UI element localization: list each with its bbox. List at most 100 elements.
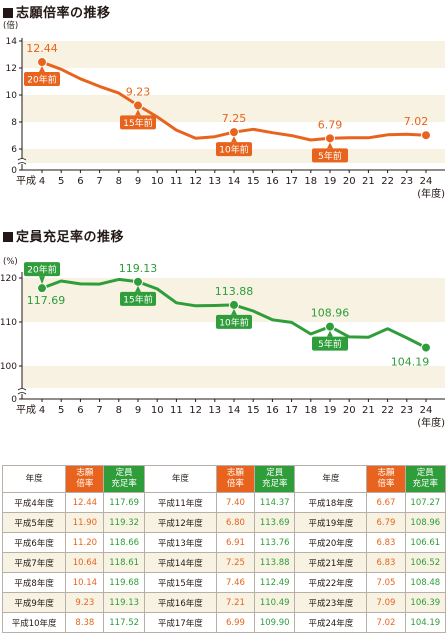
table-row: 平成9年度 9.23 119.13 平成16年度 7.21 110.49 平成23年度 7.0…: [1, 592, 447, 613]
callout-box: [120, 291, 156, 306]
rate-cell: 7.09: [366, 592, 406, 613]
chart-1: 0 6 8 10 12 14 (倍) 4 5 6 7 8 9 10 11 12 13 14 15 16 17 18 19 20…: [3, 20, 445, 200]
x-tick-label: 13: [208, 176, 221, 187]
callout-pointer: [39, 276, 45, 285]
callout-label: 5年前: [318, 150, 342, 162]
data-label: 12.44: [26, 42, 58, 55]
callout-box: [216, 142, 252, 157]
fill-rate-cell: 118.66: [103, 532, 145, 553]
chart1-title-text: 志願倍率の推移: [16, 6, 111, 21]
fill-rate-cell: 119.32: [103, 512, 145, 533]
y-tick-label: 0: [11, 166, 17, 176]
header-rate: 志願 倍率: [366, 465, 406, 493]
year-cell: 平成5年度: [1, 512, 67, 533]
x-tick-label: 22: [381, 176, 394, 187]
axis-break-icon: [17, 388, 27, 395]
year-cell: 平成23年度: [294, 592, 368, 613]
header-year: 年度: [294, 465, 368, 493]
year-cell: 平成20年度: [294, 532, 368, 553]
y-tick-label: 100: [0, 362, 17, 372]
x-axis-label: (年度): [417, 416, 445, 429]
x-tick-label: 8: [116, 405, 122, 416]
x-tick-label: 20: [343, 176, 356, 187]
y-tick-label: 8: [11, 118, 17, 128]
fill-rate-cell: 112.49: [254, 572, 296, 593]
x-tick-label: 18: [304, 405, 317, 416]
year-cell: 平成16年度: [143, 592, 217, 613]
axis-break-gap: [18, 159, 26, 164]
year-cell: 平成19年度: [294, 512, 368, 533]
x-tick-label: 4: [39, 176, 45, 187]
plot-band: [22, 95, 445, 122]
fill-rate-cell: 106.39: [404, 592, 447, 613]
callout-pointer: [231, 308, 237, 315]
callout-label: 5年前: [318, 338, 342, 350]
x-tick-label: 17: [285, 405, 298, 416]
table-row: 平成6年度 11.20 118.66 平成13年度 6.91 113.76 平成20年度 6.…: [1, 532, 447, 553]
data-label: 9.23: [126, 85, 151, 98]
fill-rate-cell: 108.48: [404, 572, 447, 593]
year-cell: 平成22年度: [294, 572, 368, 593]
rate-cell: 12.44: [65, 492, 105, 513]
callout-label: 20年前: [27, 264, 56, 276]
data-point: [421, 342, 431, 353]
data-point: [229, 127, 239, 138]
year-cell: 平成8年度: [1, 572, 67, 593]
x-tick-label: 11: [170, 176, 183, 187]
rate-cell: 7.21: [215, 592, 256, 613]
table-row: 平成8年度 10.14 119.68 平成15年度 7.46 112.49 平成22年度 7.…: [1, 572, 447, 593]
x-tick-label: 6: [77, 405, 83, 416]
callout-label: 15年前: [123, 293, 152, 305]
fill-rate-cell: 119.68: [103, 572, 145, 593]
x-tick-label: 17: [285, 176, 298, 187]
fill-rate-cell: 113.76: [254, 532, 296, 553]
data-label: 113.88: [215, 285, 254, 298]
rate-cell: 11.90: [65, 512, 105, 533]
x-tick-label: 12: [189, 176, 202, 187]
x-tick-label: 15: [247, 176, 260, 187]
x-tick-label: 11: [170, 405, 183, 416]
x-tick-label: 23: [400, 405, 413, 416]
callout-label: 10年前: [219, 316, 248, 328]
header-rate: 志願 倍率: [215, 465, 256, 493]
chart-2: 0 100 110 120 (%) 4 5 6 7 8 9 10 11 12 13 14 15 16 17 18 19 2…: [0, 257, 445, 429]
x-tick-label: 24: [420, 405, 433, 416]
rate-cell: 10.64: [65, 552, 105, 573]
x-tick-label: 9: [135, 405, 141, 416]
title-square-icon: [3, 232, 13, 242]
y-tick-label: 110: [0, 318, 17, 328]
x-tick-label: 21: [362, 176, 375, 187]
year-cell: 平成9年度: [1, 592, 67, 613]
data-label: 7.02: [404, 115, 429, 128]
table-row: 平成7年度 10.64 118.61 平成14年度 7.25 113.88 平成21年度 6.…: [1, 552, 447, 573]
y-tick-label: 14: [6, 37, 18, 47]
x-tick-label: 16: [266, 405, 279, 416]
x-tick-label: 19: [324, 405, 337, 416]
x-tick-label: 5: [58, 405, 64, 416]
x-tick-label: 21: [362, 405, 375, 416]
callout-box: [24, 262, 60, 277]
fill-rate-cell: 113.69: [254, 512, 296, 533]
data-point: [325, 133, 335, 144]
x-tick-label: 4: [39, 405, 45, 416]
x-axis-label: (年度): [417, 187, 445, 200]
rate-cell: 7.25: [215, 552, 256, 573]
x-tick-label: 23: [400, 176, 413, 187]
rate-cell: 6.80: [215, 512, 256, 533]
data-label: 104.19: [391, 356, 430, 369]
fill-rate-cell: 114.37: [254, 492, 296, 513]
data-label: 119.13: [119, 262, 158, 275]
x-tick-label: 19: [324, 176, 337, 187]
year-cell: 平成13年度: [143, 532, 217, 553]
chart2-title-text: 定員充足率の推移: [16, 230, 125, 245]
year-cell: 平成12年度: [143, 512, 217, 533]
x-tick-label: 8: [116, 176, 122, 187]
chart1-title: 志願倍率の推移: [3, 2, 111, 21]
x-tick-label: 10: [151, 405, 164, 416]
table-row: 平成5年度 11.90 119.32 平成12年度 6.80 113.69 平成19年度 6.…: [1, 512, 447, 533]
x-tick-label: 20: [343, 405, 356, 416]
fill-rate-cell: 108.96: [404, 512, 447, 533]
data-point: [421, 130, 431, 141]
year-cell: 平成4年度: [1, 492, 67, 513]
rate-cell: 7.05: [366, 572, 406, 593]
